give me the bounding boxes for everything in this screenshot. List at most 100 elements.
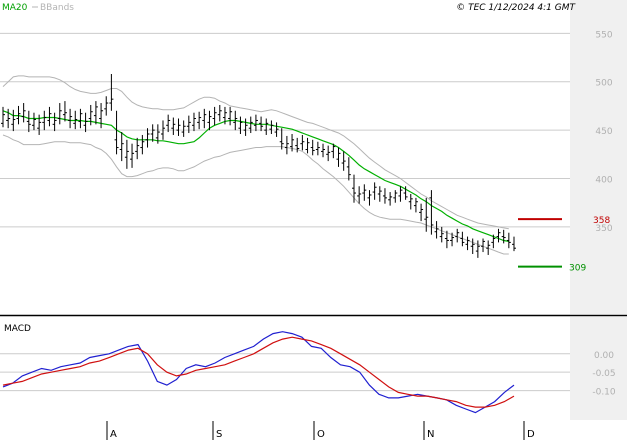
ohlc-bar — [326, 145, 331, 162]
ohlc-bar — [78, 108, 83, 129]
price-y-tick-label: 550 — [595, 30, 612, 40]
ohlc-bar — [26, 110, 31, 133]
ohlc-bar — [305, 137, 310, 154]
ohlc-bar — [99, 103, 104, 129]
ohlc-bar — [104, 96, 109, 116]
macd-series-line — [2, 336, 515, 408]
ohlc-bar — [321, 143, 326, 158]
ohlc-bar — [253, 114, 258, 132]
ohlc-bar — [300, 134, 305, 151]
ohlc-bar — [506, 232, 511, 249]
ohlc-bar — [372, 182, 377, 200]
ohlc-bar — [124, 139, 129, 169]
ohlc-bar — [465, 236, 470, 251]
legend-ma20: MA20 — [2, 3, 28, 13]
bb-lower-line — [2, 134, 509, 255]
ohlc-bar — [135, 137, 140, 160]
price-panel-background — [0, 0, 570, 314]
ohlc-bar — [62, 101, 67, 122]
ohlc-bar — [228, 106, 233, 126]
ohlc-bar — [243, 118, 248, 136]
ohlc-bar — [145, 128, 150, 148]
ohlc-bar — [109, 74, 114, 111]
ohlc-bar — [73, 110, 78, 130]
ohlc-bar — [439, 226, 444, 243]
ohlc-bar — [403, 186, 408, 200]
macd-y-tick-label: -0.05 — [592, 369, 615, 379]
ohlc-bar — [470, 238, 475, 254]
ohlc-bar — [351, 174, 356, 203]
price-y-tick-label: 400 — [595, 176, 612, 186]
price-y-tick-label: 450 — [595, 127, 612, 137]
ohlc-bar — [140, 134, 145, 155]
macd-lines — [2, 331, 515, 414]
ohlc-bar — [450, 232, 455, 247]
ohlc-bar — [21, 103, 26, 123]
ohlc-bar — [119, 132, 124, 162]
ohlc-bar — [176, 118, 181, 136]
macd-axis-background — [570, 317, 627, 420]
macd-panel-background — [0, 317, 570, 420]
ohlc-bar — [274, 122, 279, 137]
ohlc-bar — [496, 228, 501, 243]
bollinger-bands — [2, 75, 509, 255]
ohlc-bar — [155, 124, 160, 144]
ohlc-bar — [171, 117, 176, 135]
price-levels: 358 309 — [518, 216, 610, 274]
ohlc-bar — [382, 188, 387, 204]
month-tick-label: D — [527, 429, 535, 440]
ohlc-bar — [346, 157, 351, 181]
ohlc-bar — [217, 104, 222, 122]
macd-title: MACD — [4, 324, 31, 334]
month-tick-label: A — [110, 429, 117, 440]
ohlc-bar — [393, 190, 398, 203]
month-tick-label: S — [216, 429, 222, 440]
ohlc-bar — [259, 116, 264, 132]
ohlc-bar — [130, 143, 135, 168]
ohlc-bar — [1, 106, 5, 128]
ohlc-bar — [52, 112, 57, 132]
ohlc-bar — [377, 186, 382, 202]
ohlc-bar — [222, 106, 227, 125]
price-gridlines — [0, 32, 570, 228]
price-level-label: 309 — [569, 264, 586, 274]
month-tick-label: O — [317, 429, 325, 440]
ohlc-bar — [419, 203, 424, 222]
ohlc-bar — [444, 230, 449, 249]
ohlc-bar — [357, 186, 362, 204]
ohlc-bar — [11, 109, 16, 132]
ohlc-bar — [413, 197, 418, 213]
bb-upper-line — [2, 75, 509, 230]
ohlc-bar — [284, 135, 289, 155]
macd-y-tick-label: 0.00 — [594, 351, 614, 361]
ohlc-bar — [455, 228, 460, 243]
price-y-ticks: 350 400 450 500 550 — [595, 30, 612, 234]
ohlc-bar — [486, 240, 491, 255]
ohlc-bar — [341, 151, 346, 171]
ohlc-bar — [315, 141, 320, 156]
ohlc-bar — [238, 116, 243, 134]
ohlc-bar — [191, 112, 196, 132]
ohlc-bar — [150, 124, 155, 142]
ohlc-bar — [336, 147, 341, 167]
macd-gridlines — [0, 353, 570, 392]
macd-y-ticks: 0.00 -0.05 -0.10 — [592, 351, 616, 398]
ohlc-bar — [114, 110, 119, 155]
ohlc-bar — [233, 110, 238, 131]
ohlc-bar — [501, 229, 506, 244]
ohlc-bar — [290, 134, 295, 152]
ohlc-bar — [47, 106, 52, 127]
ohlc-bar — [491, 234, 496, 249]
ohlc-bar — [460, 231, 465, 247]
ohlc-bar — [512, 236, 516, 252]
ohlc-bar — [166, 114, 171, 133]
ohlc-bar — [31, 112, 36, 131]
ohlc-bar — [434, 221, 439, 239]
ohlc-bar — [6, 108, 11, 129]
price-y-tick-label: 500 — [595, 79, 612, 89]
ohlc-bar — [68, 108, 73, 129]
ohlc-bars — [1, 74, 516, 258]
ohlc-bar — [475, 240, 480, 258]
